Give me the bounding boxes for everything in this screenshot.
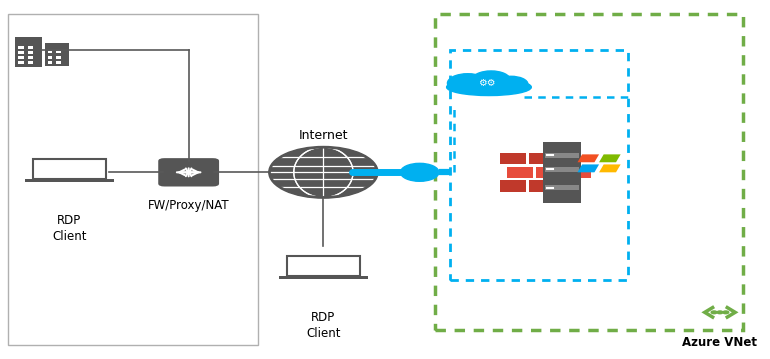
Circle shape <box>494 76 528 92</box>
Text: RDP
Client: RDP Client <box>306 311 340 340</box>
Circle shape <box>711 311 717 314</box>
FancyBboxPatch shape <box>48 61 52 64</box>
PathPatch shape <box>578 164 599 172</box>
Text: FW/Proxy/NAT: FW/Proxy/NAT <box>148 199 229 212</box>
Circle shape <box>717 311 723 314</box>
FancyBboxPatch shape <box>500 180 526 192</box>
Text: Azure VNet: Azure VNet <box>682 336 758 349</box>
FancyBboxPatch shape <box>48 51 52 53</box>
Circle shape <box>723 311 728 314</box>
FancyBboxPatch shape <box>28 56 33 59</box>
FancyBboxPatch shape <box>8 14 258 345</box>
FancyBboxPatch shape <box>500 153 526 164</box>
FancyBboxPatch shape <box>286 256 360 276</box>
PathPatch shape <box>599 164 621 172</box>
FancyBboxPatch shape <box>18 61 24 64</box>
Circle shape <box>270 147 377 197</box>
FancyBboxPatch shape <box>543 142 581 203</box>
FancyBboxPatch shape <box>28 61 33 64</box>
Circle shape <box>472 71 511 89</box>
FancyBboxPatch shape <box>18 56 24 59</box>
FancyBboxPatch shape <box>545 167 579 172</box>
FancyBboxPatch shape <box>545 185 579 190</box>
FancyBboxPatch shape <box>28 51 33 54</box>
FancyBboxPatch shape <box>45 43 69 66</box>
PathPatch shape <box>578 154 599 162</box>
FancyBboxPatch shape <box>279 276 368 279</box>
Circle shape <box>447 74 488 93</box>
FancyBboxPatch shape <box>18 51 24 54</box>
FancyBboxPatch shape <box>507 167 533 178</box>
FancyBboxPatch shape <box>56 51 61 53</box>
FancyBboxPatch shape <box>565 167 591 178</box>
Text: Internet: Internet <box>299 129 348 142</box>
FancyBboxPatch shape <box>529 180 554 192</box>
FancyBboxPatch shape <box>56 61 61 64</box>
FancyBboxPatch shape <box>159 158 219 187</box>
PathPatch shape <box>599 154 621 162</box>
FancyBboxPatch shape <box>18 46 24 49</box>
Text: ⚙⚙: ⚙⚙ <box>478 78 496 88</box>
FancyBboxPatch shape <box>28 46 33 49</box>
Text: RDP
Client: RDP Client <box>52 214 86 243</box>
FancyBboxPatch shape <box>536 167 562 178</box>
FancyBboxPatch shape <box>15 37 42 67</box>
Ellipse shape <box>447 79 531 95</box>
FancyBboxPatch shape <box>545 153 579 158</box>
FancyBboxPatch shape <box>529 153 554 164</box>
Circle shape <box>400 163 439 181</box>
FancyBboxPatch shape <box>48 56 52 59</box>
FancyBboxPatch shape <box>25 179 114 182</box>
FancyBboxPatch shape <box>56 56 61 59</box>
FancyBboxPatch shape <box>32 159 106 179</box>
